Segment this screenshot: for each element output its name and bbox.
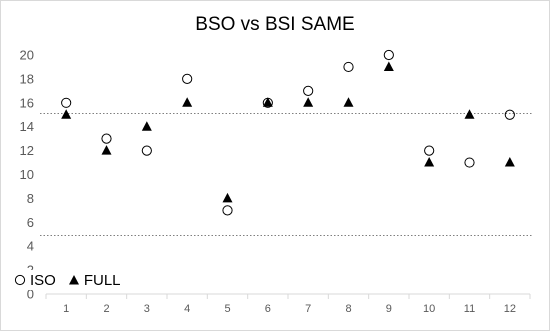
iso-point (303, 85, 314, 96)
legend-label-full: FULL (83, 271, 121, 289)
y-tick-label: 14 (20, 119, 34, 134)
y-tick-label: 8 (27, 191, 34, 206)
y-tick-label: 16 (20, 95, 34, 110)
full-point (182, 97, 193, 107)
y-tick-label: 12 (20, 143, 34, 158)
full-point (383, 61, 394, 71)
full-point (504, 157, 515, 167)
x-tick-label: 3 (144, 303, 150, 315)
legend-item-iso: ISO (14, 272, 56, 289)
full-point (424, 157, 435, 167)
iso-point (504, 109, 515, 120)
iso-point (262, 97, 273, 108)
x-tick-label: 5 (224, 303, 230, 315)
iso-point (222, 205, 233, 216)
x-tick-label: 7 (305, 303, 311, 315)
iso-point (61, 97, 72, 108)
x-tick-label: 8 (345, 303, 351, 315)
x-tick-label: 6 (265, 303, 271, 315)
iso-point (141, 145, 152, 156)
full-point (61, 109, 72, 119)
full-point (101, 145, 112, 155)
y-tick-label: 10 (20, 167, 34, 182)
x-tick-label: 9 (386, 303, 392, 315)
iso-point (383, 49, 394, 61)
filled-triangle-icon (68, 275, 79, 285)
iso-point (424, 145, 435, 156)
open-circle-icon (14, 274, 26, 286)
iso-point (343, 61, 354, 73)
full-point (262, 97, 273, 107)
x-tick-label: 10 (423, 303, 435, 315)
y-tick-label: 18 (20, 71, 34, 86)
legend: ISO FULL (14, 270, 127, 290)
iso-point (182, 73, 193, 85)
iso-point (464, 157, 475, 168)
full-point (343, 97, 354, 107)
x-tick-label: 11 (464, 303, 475, 315)
x-tick-label: 2 (103, 303, 109, 315)
full-point (141, 121, 152, 131)
iso-point (101, 133, 112, 144)
full-point (222, 192, 233, 203)
full-point (303, 97, 314, 107)
legend-label-iso: ISO (30, 271, 56, 289)
x-tick-label: 1 (63, 303, 69, 315)
legend-item-full: FULL (68, 272, 121, 289)
chart-title: BSO vs BSI SAME (195, 14, 355, 35)
full-point (464, 109, 475, 119)
y-tick-label: 20 (20, 48, 34, 63)
x-tick-label: 12 (504, 303, 516, 315)
y-tick-label: 4 (27, 239, 34, 254)
y-tick-label: 6 (27, 215, 34, 230)
y-tick-label: 0 (27, 287, 34, 302)
x-tick-label: 4 (184, 303, 190, 315)
